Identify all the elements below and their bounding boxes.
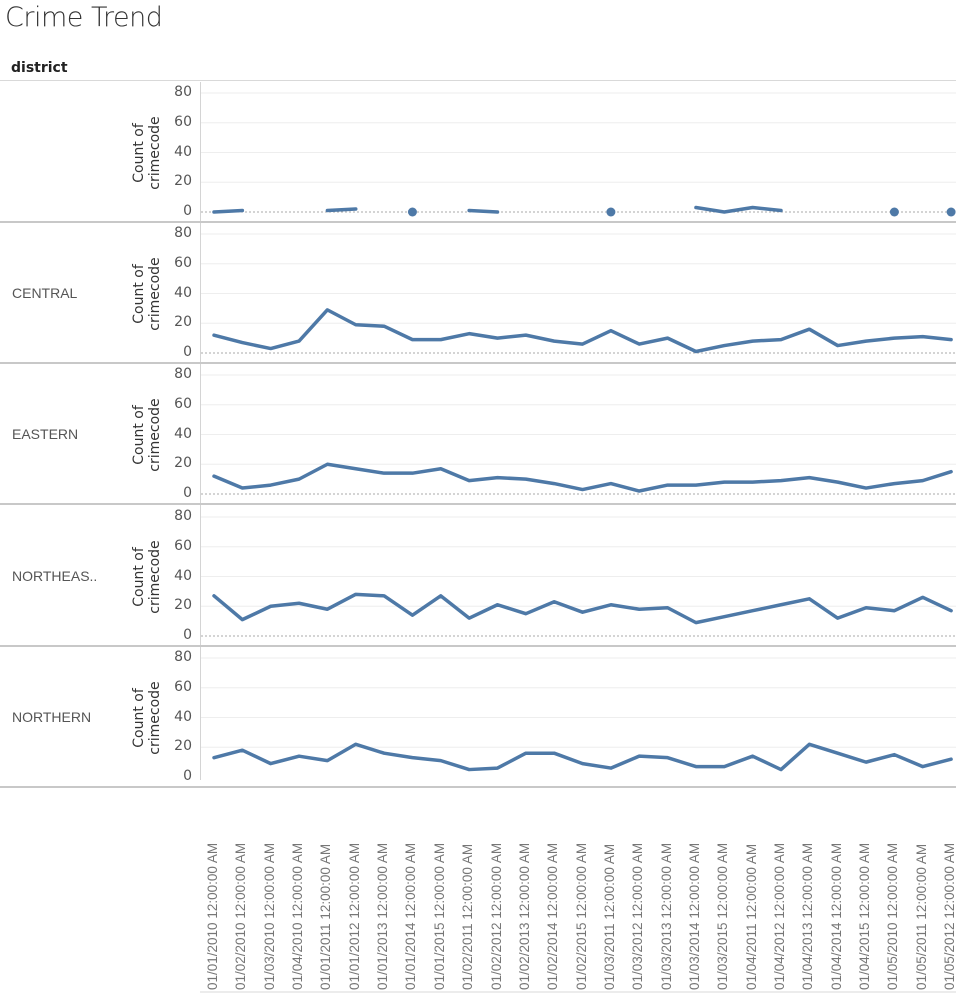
trend-line[interactable]	[212, 208, 245, 214]
y-tick-label: 0	[183, 485, 192, 501]
x-tick-label: 01/01/2010 12:00:00 AM	[205, 842, 220, 990]
x-tick-label: 01/01/2013 12:00:00 AM	[375, 842, 391, 990]
x-tick-label: 01/03/2013 12:00:00 AM	[658, 842, 674, 990]
y-tick-label: 60	[174, 395, 192, 412]
panel-divider	[0, 645, 956, 647]
y-tick-label: 40	[174, 425, 192, 442]
data-point[interactable]	[946, 207, 956, 217]
y-tick-label: 20	[174, 173, 192, 190]
x-tick-label: 01/02/2011 12:00:00 AM	[460, 843, 476, 990]
x-tick-label: 01/02/2012 12:00:00 AM	[488, 842, 504, 990]
x-tick-label: 01/04/2015 12:00:00 AM	[857, 842, 873, 990]
x-axis-scrollbar[interactable]	[200, 991, 956, 993]
panel-divider	[0, 786, 956, 788]
trend-line[interactable]	[467, 208, 500, 214]
trend-line[interactable]	[212, 592, 953, 625]
trend-line[interactable]	[212, 308, 953, 354]
y-tick-label: 80	[174, 508, 192, 524]
y-tick-label: 0	[183, 203, 192, 219]
y-tick-label: 40	[174, 284, 192, 301]
y-tick-label: 80	[174, 225, 192, 241]
x-tick-label: 01/03/2014 12:00:00 AM	[686, 842, 702, 990]
y-tick-label: 20	[174, 455, 192, 472]
x-tick-label: 01/03/2012 12:00:00 AM	[630, 842, 646, 990]
x-tick-label: 01/05/2010 12:00:00 AM	[885, 842, 901, 990]
panel-divider	[0, 503, 956, 505]
header-divider	[0, 80, 956, 81]
x-tick-label: 01/01/2014 12:00:00 AM	[403, 842, 419, 990]
x-tick-label: 01/04/2014 12:00:00 AM	[828, 842, 844, 990]
y-tick-label: 60	[174, 113, 192, 130]
x-tick-label: 01/05/2012 12:00:00 AM	[942, 842, 956, 990]
x-tick-label: 01/02/2015 12:00:00 AM	[573, 842, 589, 990]
x-tick-label: 01/04/2013 12:00:00 AM	[800, 842, 816, 990]
y-tick-label: 80	[174, 84, 192, 100]
x-tick-label: 01/04/2012 12:00:00 AM	[772, 842, 787, 990]
y-tick-label: 0	[183, 768, 192, 784]
district-label-central[interactable]: CENTRAL	[12, 285, 78, 301]
x-tick-label: 01/03/2011 12:00:00 AM	[601, 843, 617, 990]
x-tick-label: 01/01/2012 12:00:00 AM	[346, 842, 362, 990]
x-tick-label: 01/02/2010 12:00:00 AM	[233, 842, 249, 990]
panel-divider	[0, 362, 956, 364]
trend-line[interactable]	[212, 462, 953, 493]
y-tick-label: 20	[174, 597, 192, 614]
trend-line[interactable]	[212, 742, 953, 772]
panel-divider	[0, 221, 956, 223]
y-tick-label: 40	[174, 708, 192, 725]
y-tick-label: 60	[174, 678, 192, 695]
x-tick-label: 01/01/2011 12:00:00 AM	[318, 843, 334, 990]
x-tick-label: 01/04/2011 12:00:00 AM	[743, 843, 759, 990]
y-tick-label: 40	[174, 143, 192, 160]
trend-line[interactable]	[694, 205, 783, 214]
y-tick-label: 80	[174, 649, 192, 665]
y-tick-label: 40	[174, 567, 192, 584]
y-tick-label: 0	[183, 344, 192, 360]
district-label-northern[interactable]: NORTHERN	[12, 709, 92, 725]
x-tick-label: 01/02/2014 12:00:00 AM	[545, 842, 561, 990]
y-tick-label: 60	[174, 254, 192, 271]
x-tick-label: 01/03/2010 12:00:00 AM	[261, 842, 277, 990]
x-tick-label: 01/02/2013 12:00:00 AM	[516, 842, 532, 990]
data-point[interactable]	[606, 207, 616, 217]
y-tick-label: 20	[174, 738, 192, 755]
dashboard-title: Crime Trend	[5, 2, 163, 33]
x-tick-label: 01/05/2011 12:00:00 AM	[913, 843, 929, 990]
x-tick-label: 01/03/2015 12:00:00 AM	[715, 842, 731, 990]
y-tick-label: 60	[174, 537, 192, 554]
x-tick-label: 01/04/2010 12:00:00 AM	[290, 842, 306, 990]
y-tick-label: 0	[183, 627, 192, 643]
district-label-eastern[interactable]: EASTERN	[12, 426, 79, 442]
y-tick-label: 80	[174, 366, 192, 382]
x-tick-label: 01/01/2015 12:00:00 AM	[431, 842, 447, 990]
y-tick-label: 20	[174, 314, 192, 331]
data-point[interactable]	[407, 207, 417, 217]
trend-line[interactable]	[325, 207, 358, 213]
row-header-district: district	[11, 60, 68, 76]
y-axis-line	[200, 82, 201, 780]
district-label-northeastern[interactable]: NORTHEAS..	[12, 568, 98, 584]
data-point[interactable]	[889, 207, 899, 217]
